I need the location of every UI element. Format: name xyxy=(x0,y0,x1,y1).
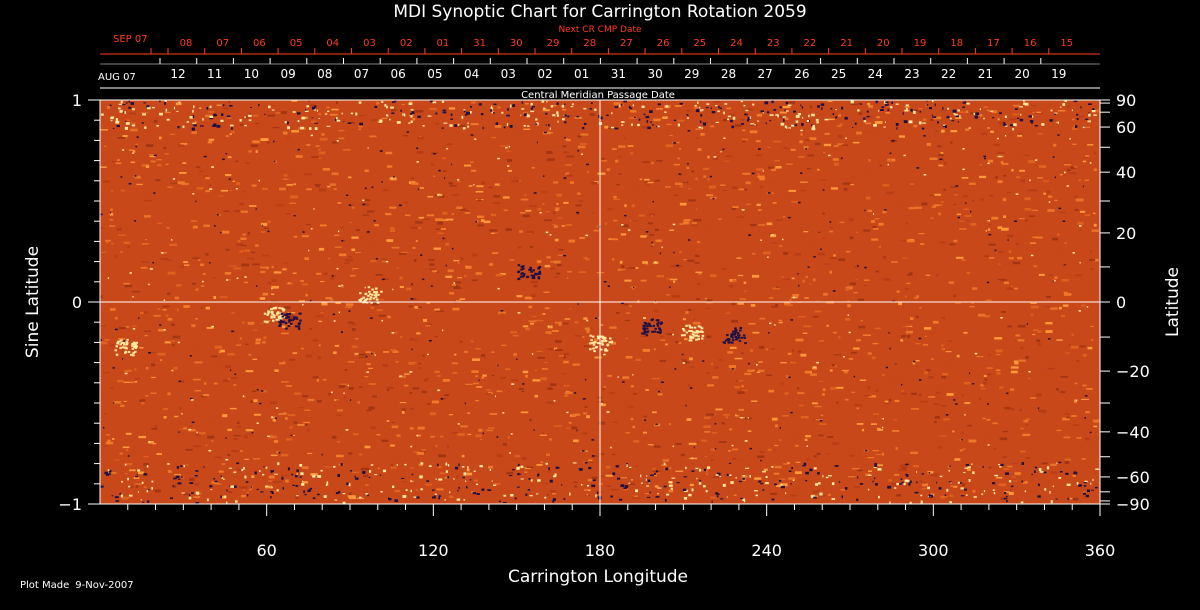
y-tick-label-right: 60 xyxy=(1116,118,1136,137)
cmp-day-label: 11 xyxy=(207,67,222,81)
cmp-day-label: 09 xyxy=(280,67,295,81)
next-cr-day-label: 21 xyxy=(840,38,853,49)
next-cr-day-label: 01 xyxy=(437,38,450,49)
next-cr-day-label: 24 xyxy=(730,38,743,49)
cmp-day-label: 02 xyxy=(537,67,552,81)
y-axis-label-left: Sine Latitude xyxy=(23,246,43,358)
cmp-day-label: 19 xyxy=(1051,67,1066,81)
cmp-day-label: 22 xyxy=(941,67,956,81)
y-tick-label-right: −40 xyxy=(1116,423,1150,442)
next-cr-day-label: 19 xyxy=(914,38,927,49)
cmp-day-label: 06 xyxy=(391,67,406,81)
next-cr-day-label: 16 xyxy=(1024,38,1037,49)
cmp-day-label: 03 xyxy=(501,67,516,81)
x-tick-label: 240 xyxy=(751,541,782,560)
cmp-day-label: 28 xyxy=(721,67,736,81)
x-tick-label: 60 xyxy=(256,541,276,560)
cmp-day-label: 26 xyxy=(794,67,809,81)
next-cr-day-label: 03 xyxy=(363,38,376,49)
next-cr-day-label: 08 xyxy=(180,38,193,49)
y-tick-label-right: −60 xyxy=(1116,468,1150,487)
next-cr-day-label: 20 xyxy=(877,38,890,49)
next-cr-day-label: 23 xyxy=(767,38,780,49)
next-cr-day-label: 22 xyxy=(804,38,817,49)
y-tick-label-left: 0 xyxy=(72,293,82,312)
cmp-day-label: 07 xyxy=(354,67,369,81)
chart-title: MDI Synoptic Chart for Carrington Rotati… xyxy=(393,2,806,22)
cmp-day-label: 27 xyxy=(758,67,773,81)
x-axis-label: Carrington Longitude xyxy=(508,567,688,587)
next-cr-day-label: 27 xyxy=(620,38,633,49)
cmp-day-label: 10 xyxy=(244,67,259,81)
next-cr-day-label: 30 xyxy=(510,38,523,49)
y-tick-label-right: 20 xyxy=(1116,224,1136,243)
next-cr-day-label: 18 xyxy=(950,38,963,49)
cmp-day-label: 30 xyxy=(647,67,662,81)
gridlines xyxy=(100,100,1100,504)
cmp-day-label: 23 xyxy=(904,67,919,81)
next-cr-day-label: 25 xyxy=(693,38,706,49)
plot-made-footer: Plot Made 9-Nov-2007 xyxy=(20,580,140,591)
cmp-date-axis-label: Central Meridian Passage Date xyxy=(521,90,675,101)
y-tick-label-right: 40 xyxy=(1116,163,1136,182)
y-axis-label-right: Latitude xyxy=(1163,267,1183,337)
next-cr-cmp-date-label: Next CR CMP Date xyxy=(558,25,642,35)
next-cr-day-label: 04 xyxy=(326,38,339,49)
cmp-day-label: 05 xyxy=(427,67,442,81)
next-cr-day-label: 31 xyxy=(473,38,486,49)
cmp-day-label: 04 xyxy=(464,67,479,81)
cmp-day-label: 24 xyxy=(868,67,883,81)
next-cr-day-label: 26 xyxy=(657,38,670,49)
y-tick-label-left: 1 xyxy=(72,91,82,110)
cmp-date-axis: AUG 07 12 11 10 09 08 07 06 05 04 03 02 01 31 30 29 28 2… xyxy=(98,58,1100,89)
next-cr-month-label: SEP 07 xyxy=(113,34,148,45)
plot-made-prefix: Plot Made xyxy=(20,580,70,591)
y-tick-label-right: −20 xyxy=(1116,362,1150,381)
next-cr-day-label: 28 xyxy=(583,38,596,49)
next-cr-day-label: 02 xyxy=(400,38,413,49)
y-tick-label-left: −1 xyxy=(58,495,82,514)
next-cr-day-label: 17 xyxy=(987,38,1000,49)
next-cr-day-label: 05 xyxy=(290,38,303,49)
cmp-day-label: 01 xyxy=(574,67,589,81)
cmp-day-label: 25 xyxy=(831,67,846,81)
cmp-day-label: 31 xyxy=(611,67,626,81)
cmp-day-label: 29 xyxy=(684,67,699,81)
x-tick-label: 180 xyxy=(585,541,616,560)
cmp-day-label: 12 xyxy=(170,67,185,81)
x-tick-label: 120 xyxy=(418,541,449,560)
cmp-day-label: 08 xyxy=(317,67,332,81)
cmp-day-label: 21 xyxy=(978,67,993,81)
next-cr-cmp-date-axis: Next CR CMP Date SEP 07 08 07 06 05 04 03 02 01… xyxy=(100,25,1100,55)
plot-made-date: 9-Nov-2007 xyxy=(75,580,134,591)
y-tick-label-right: −90 xyxy=(1116,495,1150,514)
x-tick-label: 360 xyxy=(1085,541,1116,560)
next-cr-day-label: 07 xyxy=(216,38,229,49)
next-cr-day-label: 15 xyxy=(1060,38,1073,49)
x-tick-label: 300 xyxy=(918,541,949,560)
cmp-day-label: 20 xyxy=(1014,67,1029,81)
next-cr-day-label: 29 xyxy=(547,38,560,49)
axes: 60 120 180 240 300 360 1 0 −1 90 60 40 20 0 −20 −40 −60 −… xyxy=(58,91,1149,560)
next-cr-day-label: 06 xyxy=(253,38,266,49)
y-tick-label-right: 90 xyxy=(1116,91,1136,110)
y-tick-label-right: 0 xyxy=(1116,293,1126,312)
cmp-month-label: AUG 07 xyxy=(98,72,136,83)
